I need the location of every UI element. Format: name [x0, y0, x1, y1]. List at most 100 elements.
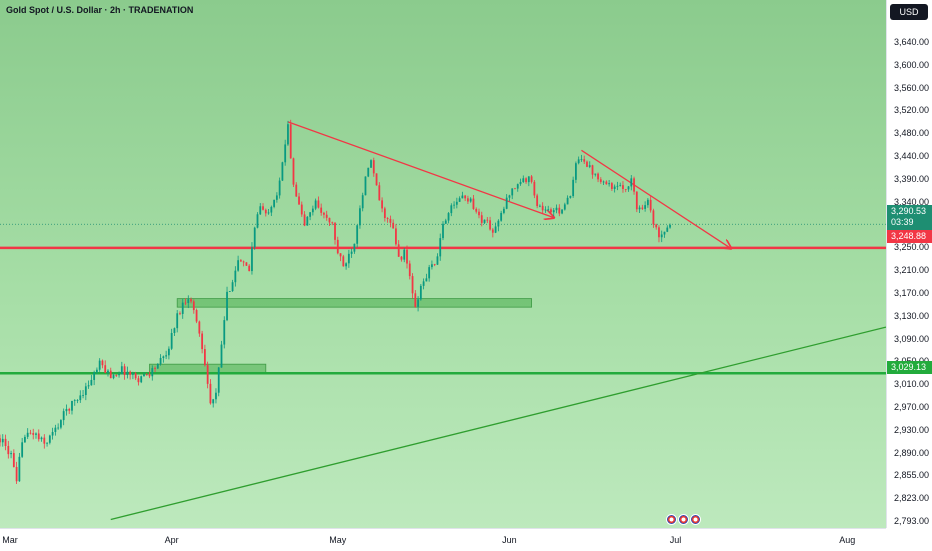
candle-body	[76, 400, 79, 401]
candle-body	[32, 433, 35, 435]
candle-body	[101, 360, 104, 366]
candle-body	[156, 364, 159, 369]
candle-body	[336, 239, 339, 254]
candle-body	[550, 209, 552, 213]
economic-events[interactable]	[666, 514, 701, 525]
candle-body	[406, 249, 408, 264]
candle-body	[530, 176, 533, 182]
candle-body	[248, 265, 251, 272]
candle-body	[370, 160, 372, 168]
candle-body	[62, 411, 65, 421]
candle-body	[54, 427, 57, 432]
candle-body	[65, 408, 68, 412]
candle-body	[472, 198, 475, 209]
candle-body	[630, 178, 633, 187]
candle-body	[170, 333, 173, 349]
chart-title: Gold Spot / U.S. Dollar · 2h · TRADENATI…	[6, 5, 194, 15]
candle-body	[87, 385, 90, 387]
candle-body	[303, 214, 306, 226]
candle-body	[60, 420, 62, 428]
candle-body	[137, 378, 140, 383]
support-price-label: 3,029.13	[887, 361, 932, 374]
candle-body	[347, 253, 350, 264]
candle-countdown: 03:39	[891, 217, 914, 227]
candle-body	[442, 223, 444, 239]
candle-body	[82, 395, 84, 396]
candle-body	[134, 373, 137, 379]
candle-body	[433, 264, 436, 266]
price-tick-label: 3,130.00	[893, 310, 929, 321]
candle-body	[104, 365, 107, 373]
candle-body	[109, 370, 112, 379]
candle-body	[478, 211, 480, 216]
price-tick-label: 3,390.00	[893, 173, 929, 184]
candle-body	[231, 282, 234, 292]
candle-body	[480, 215, 483, 223]
candle-body	[597, 173, 599, 180]
candle-body	[118, 374, 120, 376]
candle-body	[328, 217, 331, 223]
candle-body	[616, 185, 619, 187]
candle-body	[464, 195, 467, 199]
candle-body	[658, 227, 660, 238]
candle-body	[572, 179, 575, 197]
candle-body	[242, 261, 245, 263]
candle-body	[245, 262, 248, 266]
candle-body	[251, 247, 253, 272]
candle-body	[159, 357, 162, 365]
candle-body	[143, 374, 145, 377]
candle-body	[375, 173, 378, 186]
candle-body	[594, 173, 597, 175]
candle-body	[71, 400, 73, 411]
candle-body	[270, 206, 273, 213]
demand-zone-1	[176, 298, 532, 308]
candle-body	[655, 224, 658, 228]
candle-body	[544, 209, 547, 211]
currency-button[interactable]: USD	[890, 4, 928, 20]
candle-body	[397, 244, 400, 257]
candle-body	[334, 222, 336, 240]
us-flag-icon[interactable]	[678, 514, 689, 525]
candle-body	[154, 368, 156, 369]
candle-body	[217, 367, 220, 393]
candle-body	[461, 195, 464, 199]
candle-body	[392, 222, 395, 229]
candle-body	[12, 453, 15, 467]
candle-body	[295, 184, 298, 197]
price-axis[interactable]: 2,793.00 2,823.00 2,855.00 2,890.00 2,930.00…	[886, 0, 932, 528]
us-flag-icon[interactable]	[666, 514, 677, 525]
candle-body	[57, 427, 60, 429]
candle-body	[561, 209, 563, 214]
trendline-3	[110, 326, 886, 521]
plot-area[interactable]: Gold Spot / U.S. Dollar · 2h · TRADENATI…	[0, 0, 886, 528]
candle-body	[356, 225, 359, 244]
price-tick-label: 3,640.00	[893, 37, 929, 47]
time-tick-label: Jul	[669, 535, 682, 545]
candle-body	[666, 227, 669, 232]
candle-body	[541, 205, 544, 211]
candle-body	[239, 260, 242, 262]
candle-body	[624, 188, 627, 190]
candle-body	[525, 178, 527, 183]
candle-body	[569, 196, 572, 198]
price-tick-label: 3,560.00	[893, 82, 929, 93]
us-flag-icon[interactable]	[690, 514, 701, 525]
price-tick-label: 3,210.00	[893, 265, 929, 276]
candle-body	[309, 212, 311, 217]
time-tick-label: Jun	[502, 535, 517, 545]
price-tick-label: 3,600.00	[893, 59, 929, 70]
candle-body	[367, 167, 370, 177]
candle-body	[48, 435, 51, 443]
candle-body	[212, 399, 215, 404]
candle-body	[663, 231, 666, 235]
candle-body	[40, 437, 43, 440]
candle-body	[669, 224, 671, 228]
price-tick-label: 3,010.00	[893, 379, 929, 390]
candle-body	[253, 227, 256, 248]
time-axis[interactable]: Mar Apr May Jun Jul Aug	[0, 528, 886, 551]
candle-body	[455, 201, 458, 205]
candle-body	[275, 195, 278, 200]
candle-body	[486, 219, 489, 221]
price-chart[interactable]	[0, 0, 886, 528]
candle-body	[35, 433, 37, 435]
